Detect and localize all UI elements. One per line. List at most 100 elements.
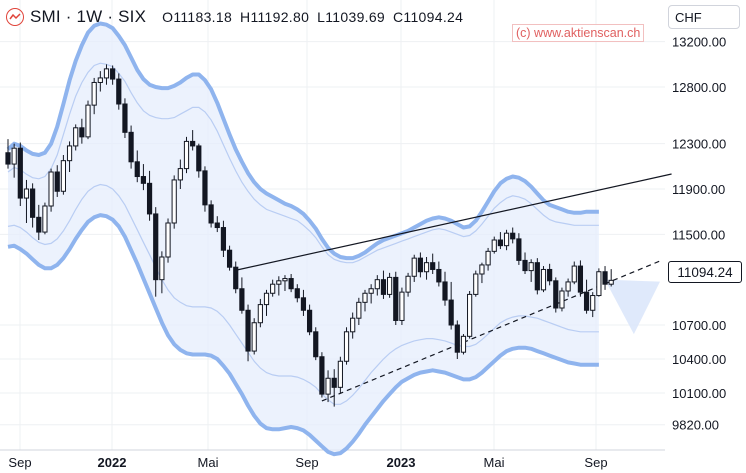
candle-body xyxy=(534,262,540,291)
candle xyxy=(411,254,417,282)
candle-body xyxy=(73,127,79,147)
candle-body xyxy=(79,127,85,138)
chart-header: SMI · 1W · SIX O11183.18 H11192.80 L11039.… xyxy=(6,6,471,28)
y-tick-label: 13200.00 xyxy=(672,35,726,50)
candle xyxy=(343,327,350,365)
candle xyxy=(510,227,516,244)
candle xyxy=(319,352,325,398)
candle xyxy=(522,252,528,274)
candle-body xyxy=(233,266,239,290)
candle-body xyxy=(331,377,337,388)
candle xyxy=(134,150,140,183)
candle xyxy=(442,271,448,306)
candle xyxy=(183,136,190,174)
candle-body xyxy=(208,204,214,224)
candle xyxy=(503,229,510,251)
x-tick-label: Sep xyxy=(8,455,31,470)
band-fill xyxy=(8,23,599,455)
candle xyxy=(97,71,103,92)
symbol-label[interactable]: SMI · 1W · SIX xyxy=(30,7,147,26)
candle xyxy=(553,277,559,313)
candle-body xyxy=(17,147,23,199)
candle-body xyxy=(300,297,307,311)
candle xyxy=(485,247,491,271)
candle-body xyxy=(362,292,368,303)
candle-body xyxy=(528,262,534,272)
candle-body xyxy=(325,377,331,395)
candle xyxy=(362,289,368,312)
candle-body xyxy=(423,262,430,273)
candle-body xyxy=(540,268,547,291)
candle-body xyxy=(282,278,288,282)
candle xyxy=(128,125,134,169)
candle xyxy=(417,252,423,278)
candle xyxy=(202,166,208,212)
candle xyxy=(233,261,239,294)
candle-body xyxy=(350,317,356,333)
candle-body xyxy=(110,68,116,80)
candle-body xyxy=(479,264,485,275)
candle xyxy=(103,64,110,85)
candle-body xyxy=(226,249,233,268)
candle xyxy=(325,370,331,403)
candle xyxy=(387,272,393,298)
x-tick-label: 2023 xyxy=(387,455,416,470)
candle-body xyxy=(559,290,565,309)
candle xyxy=(214,216,220,233)
candle xyxy=(473,270,479,297)
candle-body xyxy=(183,140,190,170)
candle-body xyxy=(553,280,559,309)
candle xyxy=(165,218,171,263)
candle xyxy=(263,289,270,316)
candle xyxy=(282,275,288,291)
candle-body xyxy=(276,280,282,285)
candle-body xyxy=(97,77,103,83)
candle-body xyxy=(60,160,66,192)
candle xyxy=(436,261,442,287)
high-value: H11192.80 xyxy=(240,9,310,25)
candle-body xyxy=(319,356,325,395)
candle-body xyxy=(42,205,48,233)
candle xyxy=(153,207,159,297)
candle-body xyxy=(245,309,251,352)
candle-body xyxy=(196,145,202,172)
candle xyxy=(85,100,91,140)
candle-body xyxy=(220,227,227,251)
candle xyxy=(220,220,227,257)
candle xyxy=(565,278,571,297)
candle-body xyxy=(270,283,276,294)
candle-body xyxy=(263,292,270,306)
candle xyxy=(251,318,257,355)
candle xyxy=(405,272,411,297)
candle xyxy=(270,279,276,297)
y-tick-label: 11500.00 xyxy=(672,227,725,242)
candle xyxy=(368,284,374,304)
candle-body xyxy=(177,168,183,181)
candle xyxy=(583,279,590,314)
candle-body xyxy=(577,265,584,293)
candle xyxy=(30,183,36,228)
candle-body xyxy=(436,268,442,283)
currency-selector[interactable]: CHF xyxy=(668,5,740,29)
candle-body xyxy=(368,288,374,294)
candle xyxy=(257,298,263,328)
candle xyxy=(91,77,97,115)
x-tick-label: Sep xyxy=(584,455,607,470)
y-axis: 13200.00 12800.00 12300.00 11900.00 11500.00… xyxy=(672,35,726,433)
projection-cone xyxy=(604,279,660,335)
candle xyxy=(171,175,177,229)
candle-body xyxy=(313,331,319,358)
ohlc-values: O11183.18 H11192.80 L11039.69 C11094.24 xyxy=(162,9,471,25)
candle-body xyxy=(36,216,42,233)
candle-body xyxy=(430,262,436,270)
x-tick-label: Mai xyxy=(198,455,219,470)
candle-body xyxy=(239,288,245,311)
candle xyxy=(534,258,540,295)
candle xyxy=(36,204,42,240)
candle xyxy=(146,170,153,221)
y-tick-label: 9820.00 xyxy=(672,418,719,433)
candle-body xyxy=(448,299,454,326)
candle xyxy=(577,260,584,297)
candle xyxy=(122,98,128,138)
